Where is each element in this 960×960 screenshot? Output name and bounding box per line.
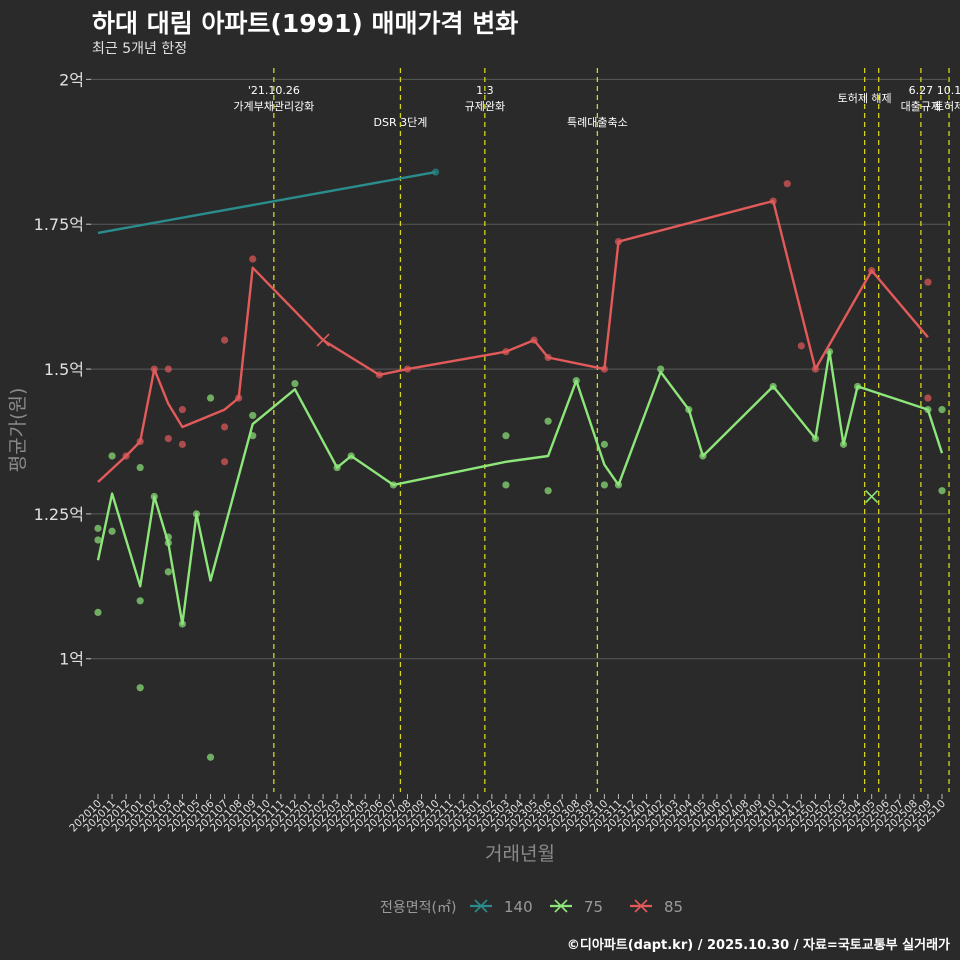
data-point-75	[544, 417, 552, 425]
data-point-85	[221, 458, 229, 466]
legend-item-140: 140	[470, 898, 533, 916]
series-line-75	[96, 350, 944, 626]
data-point-85	[924, 394, 932, 402]
data-point-75	[938, 406, 946, 414]
data-point-85	[924, 278, 932, 286]
event-label: 1.3	[476, 84, 494, 97]
series-75	[94, 348, 946, 761]
data-point-85	[178, 406, 186, 414]
data-point-75	[94, 608, 102, 616]
data-point-85	[164, 365, 172, 373]
data-point-75	[206, 753, 215, 761]
x-axis-label: 거래년월	[485, 843, 555, 865]
data-point-85	[783, 180, 791, 188]
data-point-85	[221, 423, 229, 431]
event-label: 가계부채관리강화	[233, 100, 314, 113]
y-tick-label: 1.5억	[44, 360, 84, 379]
y-tick-labels: 1억 1.25억 1.5억 1.75억 2억	[34, 70, 84, 668]
cross-marker-85	[316, 333, 330, 347]
legend-label: 140	[504, 898, 533, 916]
data-point-75	[291, 379, 299, 388]
x-tick-labels: 2020102020112020122021012021022021032021…	[67, 794, 948, 834]
data-point-85	[249, 255, 257, 263]
data-point-75	[136, 597, 144, 605]
legend-label: 85	[664, 898, 683, 916]
legend-label: 75	[584, 898, 603, 916]
y-tick-label: 1.25억	[34, 505, 84, 524]
y-tick-label: 1.75억	[34, 215, 84, 234]
data-point-75	[938, 487, 946, 495]
series-140	[97, 168, 440, 235]
legend-item-85: 85	[630, 898, 683, 916]
data-point-85	[221, 336, 229, 344]
chart-subtitle: 최근 5개년 한정	[92, 41, 188, 57]
legend-key-cross	[474, 899, 488, 913]
data-point-75	[657, 365, 665, 373]
chart-title: 하대 대림 아파트(1991) 매매가격 변화	[92, 9, 519, 38]
data-point-75	[94, 536, 102, 544]
data-point-140	[432, 168, 440, 176]
y-axis-label: 평균가(원)	[7, 388, 29, 473]
data-point-75	[136, 463, 144, 472]
series-layer	[94, 168, 946, 761]
event-label: 6.27	[909, 84, 934, 97]
series-line-85	[97, 199, 929, 483]
y-tick-label: 2억	[59, 70, 84, 89]
data-point-75	[600, 481, 609, 489]
data-point-75	[544, 487, 552, 495]
event-label: 10.1	[937, 84, 960, 97]
data-point-75	[600, 440, 609, 448]
event-label: '21.10.26	[248, 84, 300, 97]
data-point-75	[108, 527, 116, 535]
series-line-140	[97, 170, 436, 235]
cross-marker-75	[865, 489, 879, 504]
data-point-85	[164, 434, 172, 443]
data-point-75	[108, 452, 116, 460]
data-point-75	[502, 481, 510, 489]
series-85	[97, 180, 932, 483]
data-point-75	[249, 411, 257, 420]
event-label: 대출규제	[901, 100, 941, 113]
grid-lines	[86, 78, 947, 660]
data-point-75	[94, 524, 102, 532]
legend-title: 전용면적(㎡)	[380, 900, 456, 916]
data-point-75	[502, 432, 510, 440]
legend-key-cross	[554, 899, 568, 913]
source-credit: ©디아파트(dapt.kr) / 2025.10.30 / 자료=국토교통부 실…	[566, 938, 950, 953]
event-label: 규제완화	[465, 100, 505, 113]
data-point-85	[178, 440, 186, 448]
legend-key-cross	[634, 899, 648, 913]
event-label: DSR 3단계	[374, 116, 428, 129]
data-point-75	[206, 394, 215, 402]
data-point-75	[164, 568, 172, 576]
legend-item-75: 75	[550, 898, 603, 916]
event-label: 특례대출축소	[567, 116, 628, 129]
data-point-85	[797, 342, 805, 350]
legend: 전용면적(㎡) 140 75 85	[380, 898, 683, 916]
event-label: 토허제	[934, 100, 960, 113]
event-label: 토허제 해제	[838, 91, 892, 105]
y-tick-label: 1억	[59, 650, 84, 669]
data-point-75	[136, 684, 144, 692]
